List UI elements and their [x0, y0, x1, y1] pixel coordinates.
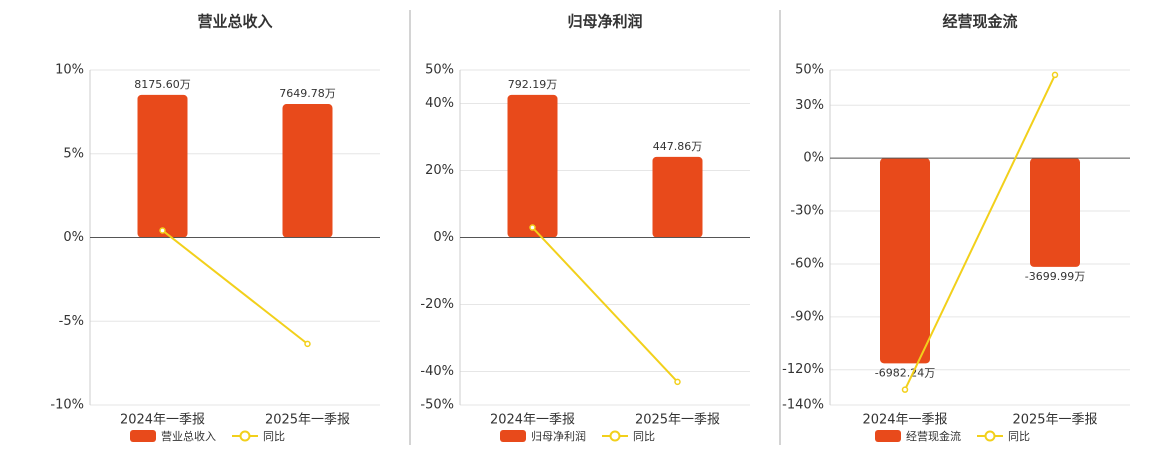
y-tick-label: -120%: [782, 362, 824, 377]
y-tick-label: 0%: [803, 151, 824, 166]
x-tick-label: 2025年一季报: [265, 413, 350, 428]
y-tick-label: 40%: [425, 96, 454, 111]
value-label: -3699.99万: [1025, 270, 1085, 283]
y-tick-label: 50%: [795, 63, 824, 78]
legend-swatch: [984, 430, 996, 442]
x-tick-label: 2025年一季报: [635, 413, 720, 428]
chart-title: 归母净利润: [567, 13, 642, 31]
chart-title: 营业总收入: [197, 13, 272, 31]
legend-label: 同比: [263, 430, 285, 443]
bar: [1030, 158, 1080, 267]
line: [531, 226, 679, 383]
legend-swatch: [875, 430, 901, 442]
line-point: [1051, 71, 1059, 79]
legend-swatch: [500, 430, 526, 442]
legend-label: 营业总收入: [161, 429, 216, 443]
legend-swatch: [130, 430, 156, 442]
line-point: [304, 340, 311, 348]
bar: [137, 94, 188, 238]
legend-label: 归母净利润: [531, 429, 586, 443]
value-label: 8175.60万: [134, 78, 191, 91]
y-tick-label: -10%: [50, 398, 84, 413]
y-tick-label: -20%: [420, 297, 454, 312]
x-tick-label: 2024年一季报: [490, 413, 575, 428]
y-tick-label: 0%: [63, 230, 84, 245]
y-tick-label: 50%: [425, 63, 454, 78]
value-label: -6982.24万: [875, 366, 935, 379]
line-point: [674, 378, 681, 386]
legend-label: 同比: [633, 430, 655, 443]
x-tick-label: 2024年一季报: [862, 413, 947, 428]
legend-swatch: [609, 430, 621, 442]
line-point: [901, 386, 909, 393]
legend-swatch: [239, 430, 251, 442]
y-tick-label: 10%: [55, 63, 84, 78]
y-tick-label: 30%: [795, 98, 824, 113]
bar: [507, 94, 558, 238]
bar: [282, 104, 333, 238]
y-tick-label: -5%: [59, 314, 84, 329]
legend-label: 经营现金流: [906, 429, 961, 443]
x-tick-label: 2024年一季报: [120, 413, 205, 428]
line-point: [529, 224, 536, 231]
y-tick-label: -50%: [420, 398, 454, 413]
y-tick-label: -90%: [790, 309, 824, 324]
value-label: 792.19万: [508, 78, 558, 91]
y-tick-label: -60%: [790, 256, 824, 271]
y-tick-label: -140%: [782, 398, 824, 413]
bar: [652, 156, 703, 238]
line: [161, 229, 309, 345]
x-tick-label: 2025年一季报: [1012, 413, 1097, 428]
y-tick-label: 20%: [425, 163, 454, 178]
y-tick-label: -40%: [420, 364, 454, 379]
bar: [880, 158, 930, 364]
line: [904, 74, 1056, 391]
line-point: [159, 227, 166, 234]
value-label: 7649.78万: [279, 87, 336, 100]
y-tick-label: -30%: [790, 204, 824, 219]
y-tick-label: 5%: [63, 146, 84, 161]
y-tick-label: 0%: [433, 230, 454, 245]
chart-title: 经营现金流: [942, 13, 1017, 31]
value-label: 447.86万: [653, 140, 703, 153]
legend-label: 同比: [1008, 430, 1030, 443]
